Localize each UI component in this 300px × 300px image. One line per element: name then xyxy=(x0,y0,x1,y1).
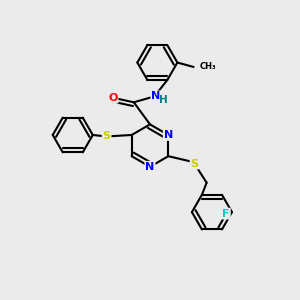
Text: N: N xyxy=(151,92,160,101)
Text: S: S xyxy=(103,131,111,142)
Text: O: O xyxy=(108,93,118,103)
Text: N: N xyxy=(146,162,154,172)
Text: S: S xyxy=(190,158,199,169)
Text: F: F xyxy=(222,208,230,219)
Text: CH₃: CH₃ xyxy=(200,62,217,71)
Text: H: H xyxy=(160,95,168,105)
Text: N: N xyxy=(164,130,173,140)
